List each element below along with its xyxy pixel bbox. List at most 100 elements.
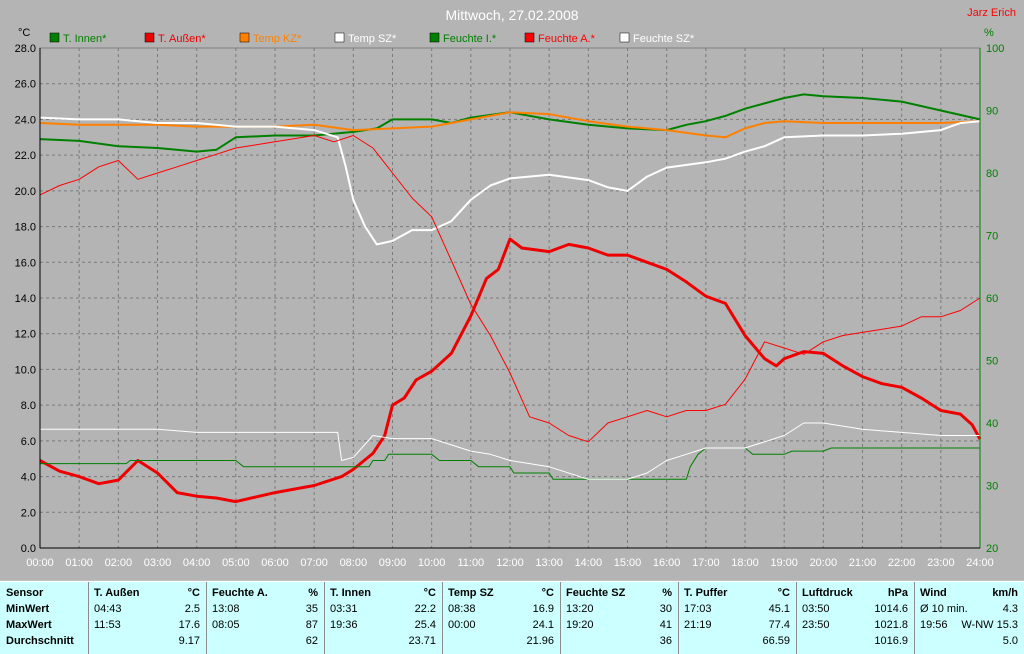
stats-time: 13:08 — [212, 603, 240, 615]
y-left-tick-label: 8.0 — [21, 400, 36, 412]
y-right-tick-label: 40 — [986, 418, 998, 430]
legend-swatch — [524, 32, 535, 43]
y-left-tick-label: 22.0 — [15, 150, 36, 162]
x-tick-label: 22:00 — [888, 557, 916, 569]
y-left-tick-label: 24.0 — [15, 114, 36, 126]
stats-column-title: Luftdruck — [802, 587, 853, 599]
stats-time: 17:03 — [684, 603, 712, 615]
series-line-4 — [40, 447, 981, 480]
stats-value: 30 — [659, 603, 672, 615]
stats-column: Temp SZ °C 08:38 16.9 00:00 24.1 21.96 — [442, 582, 561, 654]
stats-label-max: MaxWert — [6, 619, 52, 631]
stats-time: 03:50 — [802, 603, 830, 615]
stats-time: 08:38 — [448, 603, 476, 615]
stats-value: 62 — [305, 635, 318, 647]
stats-value: 21.96 — [526, 635, 554, 647]
chart-svg: Mittwoch, 27.02.2008 Jarz Erich °C % T. … — [15, 7, 1016, 569]
stats-column-unit: km/h — [992, 587, 1018, 599]
x-tick-label: 07:00 — [300, 557, 328, 569]
stats-panel: Sensor MinWert MaxWert Durchschnitt T. A… — [0, 581, 1024, 654]
legend-swatch — [334, 32, 345, 43]
stats-column: Luftdruck hPa 03:50 1014.6 23:50 1021.8 1016.9 — [796, 582, 915, 654]
legend-label: Temp KZ* — [253, 33, 302, 45]
legend-swatch — [49, 32, 60, 43]
stats-column: Feuchte A.% 13:08 35 08:05 87 62 — [206, 582, 325, 654]
stats-column-title: Wind — [920, 587, 947, 599]
x-tick-label: 14:00 — [575, 557, 603, 569]
y-left-tick-label: 0.0 — [21, 543, 36, 555]
y-left-tick-label: 4.0 — [21, 472, 36, 484]
x-tick-label: 19:00 — [770, 557, 798, 569]
stats-value: 5.0 — [1002, 635, 1018, 647]
x-tick-label: 20:00 — [810, 557, 838, 569]
stats-value: 24.1 — [532, 619, 554, 631]
stats-value: 22.2 — [414, 603, 436, 615]
stats-column: T. Außen °C 04:43 2.5 11:53 17.6 9.17 — [88, 582, 207, 654]
stats-column-unit: °C — [777, 587, 790, 599]
stats-value: 23.71 — [408, 635, 436, 647]
x-tick-label: 16:00 — [653, 557, 681, 569]
stats-time: Ø 10 min. — [920, 603, 968, 615]
x-tick-label: 10:00 — [418, 557, 446, 569]
chart-area: Mittwoch, 27.02.2008 Jarz Erich °C % T. … — [0, 0, 1024, 580]
series-line-1 — [39, 237, 982, 504]
stats-value: 16.9 — [532, 603, 554, 615]
stats-value: 1014.6 — [874, 603, 908, 615]
stats-label-min: MinWert — [6, 603, 50, 615]
x-tick-label: 05:00 — [222, 557, 250, 569]
y-left-tick-label: 10.0 — [15, 364, 36, 376]
x-tick-label: 12:00 — [496, 557, 524, 569]
stats-column-title: Feuchte SZ — [566, 587, 626, 599]
y-left-tick-label: 2.0 — [21, 507, 36, 519]
x-tick-label: 18:00 — [731, 557, 759, 569]
stats-column: Feuchte SZ% 13:20 30 19:20 41 36 — [560, 582, 679, 654]
series-line-3 — [39, 116, 981, 246]
x-tick-label: 03:00 — [144, 557, 172, 569]
stats-column-unit: % — [308, 587, 318, 599]
y-left-tick-label: 12.0 — [15, 329, 36, 341]
legend-label: Feuchte I.* — [443, 33, 497, 45]
stats-column-title: T. Puffer — [684, 587, 728, 599]
stats-value: 2.5 — [184, 603, 200, 615]
y-right-unit: % — [984, 27, 994, 39]
series-layer — [39, 93, 982, 504]
stats-value: 25.4 — [414, 619, 436, 631]
y-right-tick-label: 60 — [986, 293, 998, 305]
stats-column-unit: °C — [187, 587, 200, 599]
legend-label: T. Außen* — [158, 33, 206, 45]
y-right-tick-label: 30 — [986, 481, 998, 493]
stats-column-unit: °C — [423, 587, 436, 599]
stats-column-title: T. Außen — [94, 587, 140, 599]
x-tick-label: 09:00 — [379, 557, 407, 569]
x-tick-label: 11:00 — [457, 557, 484, 569]
legend-label: Temp SZ* — [348, 33, 397, 45]
stats-header-sensor: Sensor — [6, 587, 44, 599]
x-tick-label: 24:00 — [966, 557, 994, 569]
stats-time: 08:05 — [212, 619, 240, 631]
legend-swatch — [144, 32, 155, 43]
stats-time: 19:20 — [566, 619, 594, 631]
series-line-2 — [39, 111, 981, 139]
stats-time: 23:50 — [802, 619, 830, 631]
stats-column: T. Puffer °C 17:03 45.1 21:19 77.4 66.59 — [678, 582, 797, 654]
series-line-6 — [40, 422, 980, 480]
y-right-tick-label: 70 — [986, 231, 998, 243]
stats-time: 21:19 — [684, 619, 712, 631]
x-tick-label: 17:00 — [692, 557, 720, 569]
x-tick-label: 02:00 — [105, 557, 133, 569]
stats-column-title: T. Innen — [330, 587, 371, 599]
stats-value: 1021.8 — [874, 619, 908, 631]
y-right-tick-label: 20 — [986, 543, 998, 555]
x-tick-label: 06:00 — [261, 557, 289, 569]
chart-title: Mittwoch, 27.02.2008 — [445, 7, 578, 23]
legend-swatch — [429, 32, 440, 43]
y-left-tick-label: 20.0 — [15, 186, 36, 198]
stats-time: 13:20 — [566, 603, 594, 615]
x-tick-label: 23:00 — [927, 557, 955, 569]
stats-value: 4.3 — [1002, 603, 1018, 615]
legend-swatch — [619, 32, 630, 43]
x-tick-label: 15:00 — [614, 557, 642, 569]
stats-value: 17.6 — [178, 619, 200, 631]
stats-time: 03:31 — [330, 603, 358, 615]
stats-column-title: Feuchte A. — [212, 587, 268, 599]
